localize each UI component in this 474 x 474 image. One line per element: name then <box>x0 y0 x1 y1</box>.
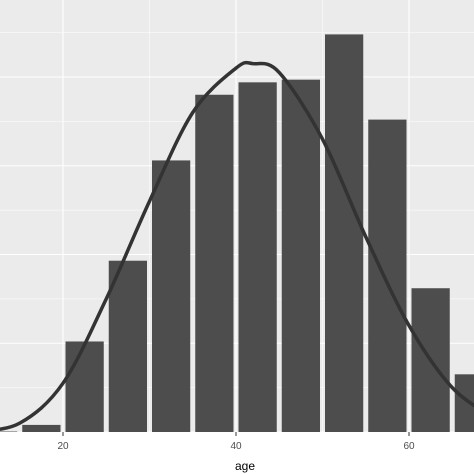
x-axis-title: age <box>235 459 255 473</box>
x-tick-label-60: 60 <box>403 441 415 452</box>
histogram-bars <box>0 34 474 433</box>
histogram-bar-8 <box>325 34 364 433</box>
density-curve <box>0 60 474 431</box>
histogram-bar-1 <box>22 424 61 432</box>
x-axis-ticks: 20 40 60 <box>57 432 415 452</box>
x-tick-label-40: 40 <box>230 441 242 452</box>
histogram-bar-4 <box>152 160 191 433</box>
histogram-bar-7 <box>281 79 320 432</box>
histogram-bar-9 <box>368 119 407 432</box>
histogram-bar-6 <box>238 82 277 432</box>
histogram-bar-2 <box>65 341 104 432</box>
x-tick-label-20: 20 <box>57 441 69 452</box>
histogram-bar-11 <box>454 374 474 432</box>
density-curve-group <box>0 60 474 431</box>
histogram-bar-5 <box>195 94 234 432</box>
histogram-bar-3 <box>108 260 147 432</box>
